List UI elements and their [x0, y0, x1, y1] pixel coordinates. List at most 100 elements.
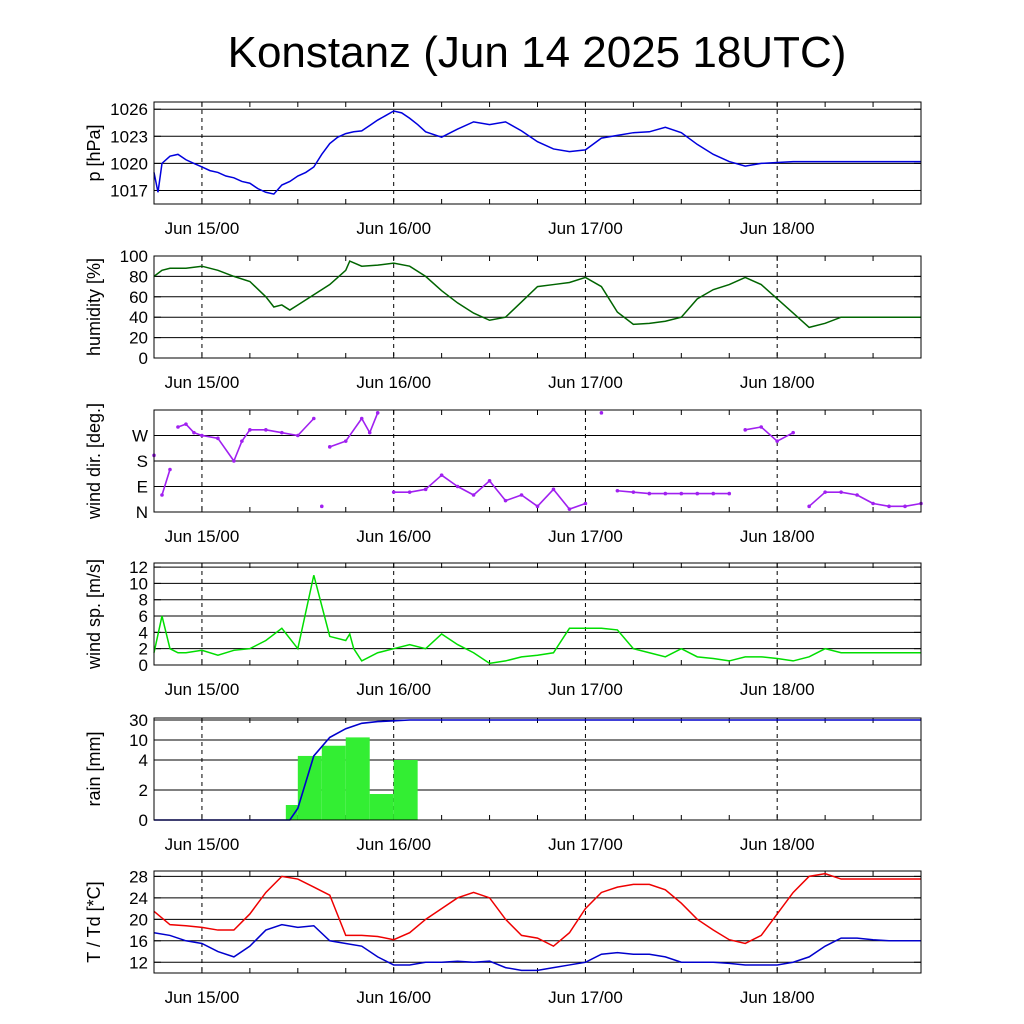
xtick-label: Jun 15/00 — [165, 835, 240, 854]
wind-dir-segment — [488, 480, 507, 502]
wind-dir-segment — [441, 474, 459, 488]
ytick-label: 4 — [139, 623, 148, 642]
wind-dir-segment — [241, 429, 251, 442]
wind-dir-segment — [473, 480, 491, 496]
xtick-label: Jun 17/00 — [548, 219, 623, 238]
panel-frame — [153, 562, 922, 666]
xtick-label: Jun 17/00 — [548, 680, 623, 699]
rain-cumulative-line — [154, 719, 921, 821]
rain-bar — [393, 760, 418, 820]
wind-dir-segment — [361, 418, 371, 434]
xtick-label: Jun 15/00 — [165, 988, 240, 1007]
xtick-label: Jun 18/00 — [740, 988, 815, 1007]
wind-dir-segment — [233, 440, 243, 462]
panel-temperature: 12 16 20 24 28 Jun 15/00 Jun 16/00 Jun 17/00 Jun… — [84, 867, 922, 1007]
wind-dir-segment — [872, 502, 890, 508]
xtick-label: Jun 16/00 — [356, 835, 431, 854]
wind-dir-point — [791, 430, 795, 435]
wind_speed-line-0 — [153, 575, 921, 665]
ytick-label: 10 — [129, 574, 148, 593]
panel-frame — [153, 255, 922, 359]
xtick-label: Jun 16/00 — [356, 373, 431, 392]
ytick-label: 28 — [129, 867, 148, 886]
panel-frame — [153, 870, 922, 974]
xtick-label: Jun 18/00 — [740, 373, 815, 392]
wind-dir-segment — [425, 474, 443, 490]
ytick-label: 10 — [129, 731, 148, 750]
rain-bar — [345, 737, 370, 820]
panel-frame — [153, 101, 922, 205]
wind-dir-point — [599, 411, 604, 415]
humidity-line-0 — [153, 260, 921, 329]
xtick-label: Jun 17/00 — [548, 988, 623, 1007]
ytick-label: 1026 — [110, 100, 148, 119]
wind-dir-point — [375, 411, 380, 415]
ytick-label: 0 — [139, 811, 148, 830]
wind-dir-segment — [265, 429, 282, 434]
xtick-label: Jun 16/00 — [356, 219, 431, 238]
wind-dir-segment — [521, 494, 538, 507]
wind-dir-segment — [368, 412, 379, 433]
ytick-label: 100 — [120, 247, 148, 266]
wind-dir-segment — [281, 431, 298, 437]
ytick-label: S — [137, 452, 148, 471]
wind-dir-segment — [161, 469, 171, 496]
wind-dir-point — [311, 416, 316, 421]
wind-dir-segment — [409, 488, 426, 493]
pressure-line-0 — [153, 110, 921, 195]
ytick-label: 0 — [139, 656, 148, 675]
ytick-label: 2 — [139, 781, 148, 800]
ytick-label: 60 — [129, 288, 148, 307]
xtick-label: Jun 17/00 — [548, 373, 623, 392]
ytick-label: W — [132, 427, 148, 446]
xtick-label: Jun 18/00 — [740, 219, 815, 238]
temperature-line-0 — [153, 872, 921, 948]
ytick-label: 16 — [129, 932, 148, 951]
wind-dir-point — [727, 491, 732, 496]
rain-bar — [285, 805, 298, 820]
wind-dir-segment — [840, 491, 858, 496]
wind-dir-segment — [457, 485, 474, 496]
wind-dir-segment — [552, 488, 571, 510]
wind-dir-segment — [345, 418, 363, 442]
ytick-label: N — [136, 503, 148, 522]
xtick-label: Jun 15/00 — [165, 680, 240, 699]
ytick-label: 20 — [129, 329, 148, 348]
yaxis-label: rain [mm] — [84, 731, 104, 806]
wind-dir-segment — [297, 417, 315, 437]
page-title: Konstanz (Jun 14 2025 18UTC) — [228, 28, 847, 77]
wind-dir-point — [583, 501, 588, 506]
ytick-label: 80 — [129, 267, 148, 286]
xtick-label: Jun 16/00 — [356, 527, 431, 546]
yaxis-label: p [hPa] — [84, 124, 104, 181]
ytick-label: E — [137, 478, 148, 497]
ytick-label: 40 — [129, 308, 148, 327]
xtick-label: Jun 18/00 — [740, 680, 815, 699]
ytick-label: 0 — [139, 349, 148, 368]
panel-pressure: 1017 1020 1023 1026 Jun 15/00 Jun 16/00 Jun 17… — [84, 100, 922, 238]
xtick-label: Jun 15/00 — [165, 219, 240, 238]
wind-dir-segment — [617, 489, 634, 493]
wind-dir-segment — [217, 437, 235, 462]
xtick-label: Jun 15/00 — [165, 373, 240, 392]
wind-dir-segment — [760, 426, 778, 442]
wind-dir-point — [168, 467, 172, 472]
rain-bar — [297, 755, 322, 820]
ytick-label: 1023 — [110, 127, 148, 146]
ytick-label: 1020 — [110, 154, 148, 173]
xtick-label: Jun 16/00 — [356, 988, 431, 1007]
wind-dir-segment — [633, 491, 650, 495]
yaxis-label: T / Td [*C] — [84, 881, 104, 962]
yaxis-label: wind dir. [deg.] — [84, 403, 104, 520]
xtick-label: Jun 17/00 — [548, 835, 623, 854]
rain-bar — [321, 745, 346, 820]
ytick-label: 24 — [129, 889, 148, 908]
panel-frame — [153, 717, 922, 821]
panel-frame — [153, 409, 922, 513]
ytick-label: 8 — [139, 591, 148, 610]
yaxis-label: wind sp. [m/s] — [84, 559, 104, 670]
